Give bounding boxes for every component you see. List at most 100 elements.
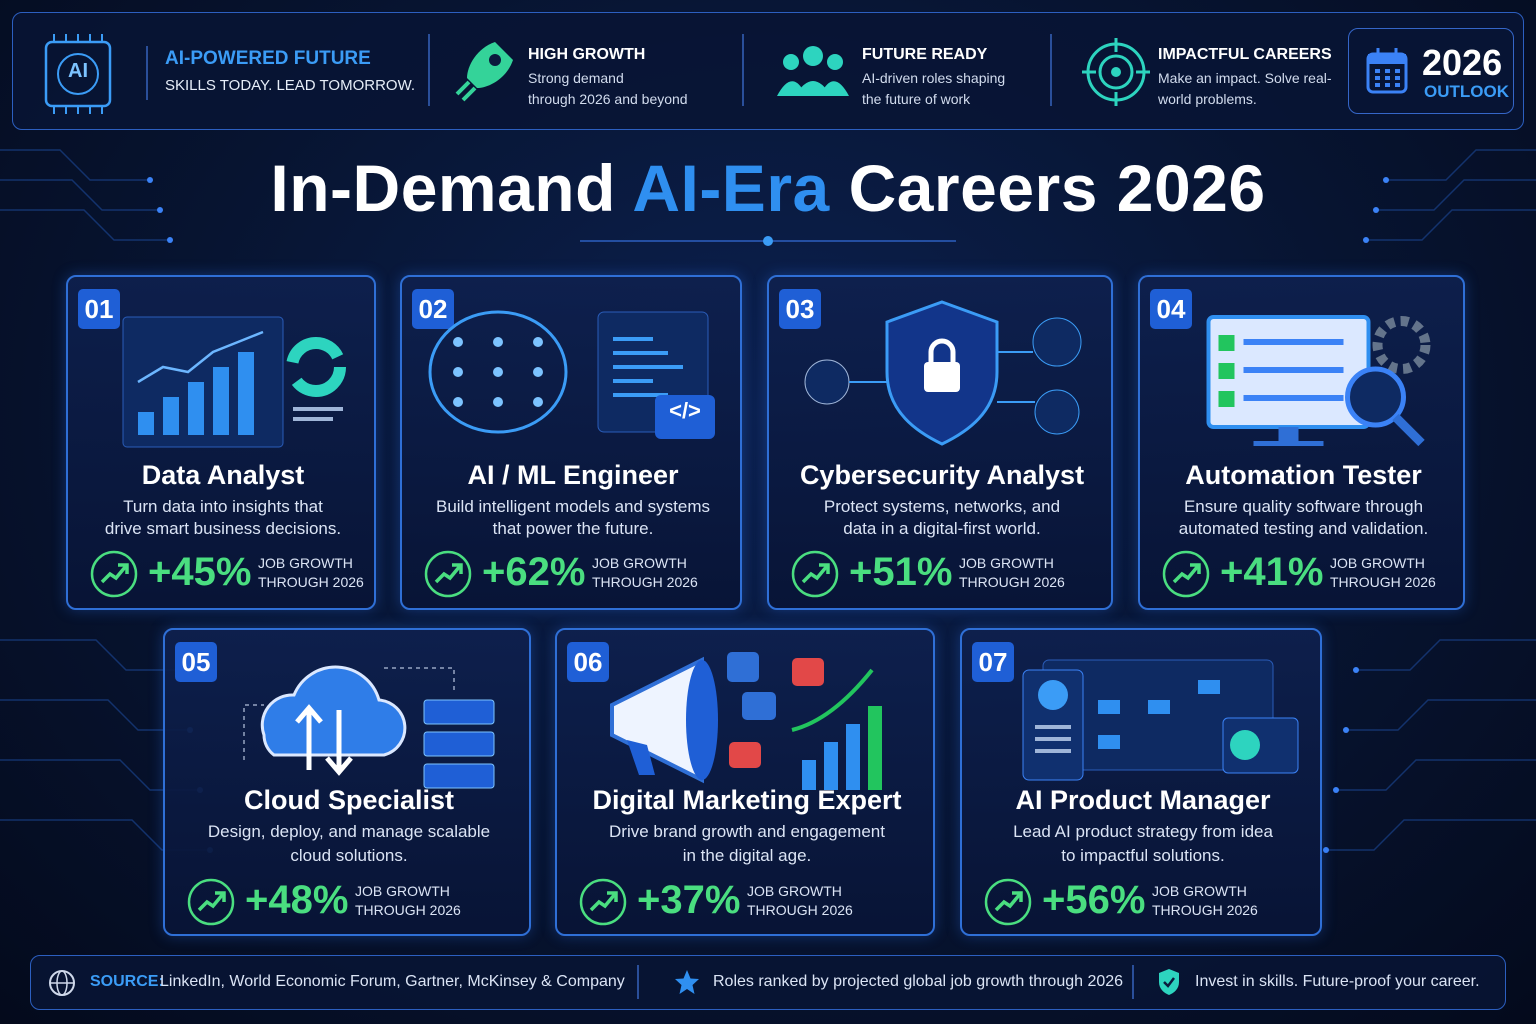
source-label: SOURCE: (90, 973, 164, 990)
growth-icon (424, 550, 472, 598)
card-title: Digital Marketing Expert (592, 785, 902, 815)
growth-value: +62% (482, 550, 586, 594)
brand-icon-text: AI (68, 60, 88, 82)
card-illustration (1022, 659, 1299, 781)
ai-chip-icon (44, 34, 112, 114)
feature-title: HIGH GROWTH (528, 46, 646, 63)
brand-title: AI-POWERED FUTURE (165, 48, 371, 69)
card-description: Protect systems, networks, and (823, 497, 1061, 516)
footer-bar (30, 955, 1506, 1010)
card-number: 04 (1150, 289, 1192, 329)
growth-icon (579, 878, 627, 926)
footer-note: Roles ranked by projected global job gro… (713, 973, 1124, 990)
card-description: Build intelligent models and systems (435, 497, 711, 516)
card-number: 05 (175, 642, 217, 682)
header-divider (146, 46, 148, 100)
growth-value: +56% (1042, 878, 1146, 922)
card-number: 06 (567, 642, 609, 682)
growth-label: THROUGH 2026 (1330, 574, 1436, 590)
career-card: 03 Cybersecurity Analyst Protect systems,… (767, 275, 1113, 610)
card-title: AI Product Manager (1015, 785, 1271, 815)
card-description: Design, deploy, and manage scalable (207, 822, 491, 841)
card-description: to impactful solutions. (1061, 846, 1225, 865)
star-icon (675, 970, 699, 994)
card-description: data in a digital-first world. (843, 519, 1041, 538)
growth-label: JOB GROWTH (747, 883, 842, 899)
growth-label: THROUGH 2026 (747, 902, 853, 918)
growth-icon (90, 550, 138, 598)
card-description: that power the future. (492, 519, 654, 538)
footer-divider (1132, 965, 1134, 999)
growth-label: THROUGH 2026 (959, 574, 1065, 590)
growth-label: THROUGH 2026 (592, 574, 698, 590)
growth-value: +51% (849, 550, 953, 594)
growth-label: THROUGH 2026 (258, 574, 364, 590)
growth-icon (984, 878, 1032, 926)
card-description: Turn data into insights that (123, 497, 323, 516)
title-highlight: AI-Era (632, 151, 830, 225)
calendar-icon (1366, 48, 1408, 94)
feature-text: the future of work (862, 91, 971, 107)
growth-icon (1162, 550, 1210, 598)
footer-tagline: Invest in skills. Future-proof your care… (1195, 973, 1480, 990)
header-bar (12, 12, 1524, 130)
growth-value: +45% (148, 550, 252, 594)
card-number: 03 (779, 289, 821, 329)
card-title: Automation Tester (1185, 460, 1422, 490)
growth-label: JOB GROWTH (592, 555, 687, 571)
outlook-label: OUTLOOK (1424, 82, 1509, 101)
growth-icon (791, 550, 839, 598)
growth-value: +41% (1220, 550, 1324, 594)
career-card: 05 Cloud Specialist Design, deploy, and m… (163, 628, 531, 936)
card-title: AI / ML Engineer (467, 460, 679, 490)
card-title: Cybersecurity Analyst (799, 460, 1085, 490)
card-description: Ensure quality software through (1183, 497, 1424, 516)
feature-text: Strong demand (528, 70, 624, 86)
card-number: 01 (78, 289, 120, 329)
career-card: 04 Automation Tester Ensure quality softw… (1138, 275, 1465, 610)
code-icon-text: </> (669, 398, 701, 423)
card-illustration (428, 310, 715, 439)
card-title: Data Analyst (141, 460, 305, 490)
card-description: automated testing and validation. (1178, 519, 1429, 538)
card-illustration (243, 665, 495, 789)
feature-icon (777, 46, 849, 96)
header-divider (1050, 34, 1052, 106)
header-divider (742, 34, 744, 106)
card-illustration (1206, 315, 1431, 447)
feature-text: AI-driven roles shaping (862, 70, 1006, 86)
feature-title: IMPACTFUL CAREERS (1158, 46, 1332, 63)
card-description: cloud solutions. (290, 846, 408, 865)
growth-label: THROUGH 2026 (355, 902, 461, 918)
feature-icon (1082, 38, 1150, 106)
title-after: Careers 2026 (848, 151, 1266, 225)
growth-label: JOB GROWTH (1152, 883, 1247, 899)
career-card: 01 Data Analyst Turn data into insights t… (66, 275, 376, 610)
card-description: Lead AI product strategy from idea (1013, 822, 1273, 841)
feature-text: world problems. (1158, 91, 1257, 107)
brand-subtitle: SKILLS TODAY. LEAD TOMORROW. (165, 77, 416, 94)
growth-value: +37% (637, 878, 741, 922)
footer-divider (637, 965, 639, 999)
feature-icon (455, 42, 513, 102)
card-number: 07 (972, 642, 1014, 682)
main-title: In-Demand AI-Era Careers 2026 (0, 150, 1536, 226)
title-underline (580, 236, 956, 246)
card-illustration (610, 652, 882, 790)
growth-label: JOB GROWTH (355, 883, 450, 899)
growth-label: JOB GROWTH (959, 555, 1054, 571)
title-before: In-Demand (270, 151, 616, 225)
career-card: 02 </> AI / ML Engineer Build intelligent … (400, 275, 742, 610)
header-divider (428, 34, 430, 106)
growth-value: +48% (245, 878, 349, 922)
growth-label: THROUGH 2026 (1152, 902, 1258, 918)
career-card: 06 Digital Marketing Expert Drive brand g… (555, 628, 935, 936)
growth-label: JOB GROWTH (1330, 555, 1425, 571)
growth-icon (187, 878, 235, 926)
card-title: Cloud Specialist (243, 785, 455, 815)
outlook-year: 2026 (1422, 42, 1503, 83)
shield-icon (1159, 969, 1179, 995)
source-text: LinkedIn, World Economic Forum, Gartner,… (160, 973, 625, 990)
card-description: in the digital age. (682, 846, 812, 865)
